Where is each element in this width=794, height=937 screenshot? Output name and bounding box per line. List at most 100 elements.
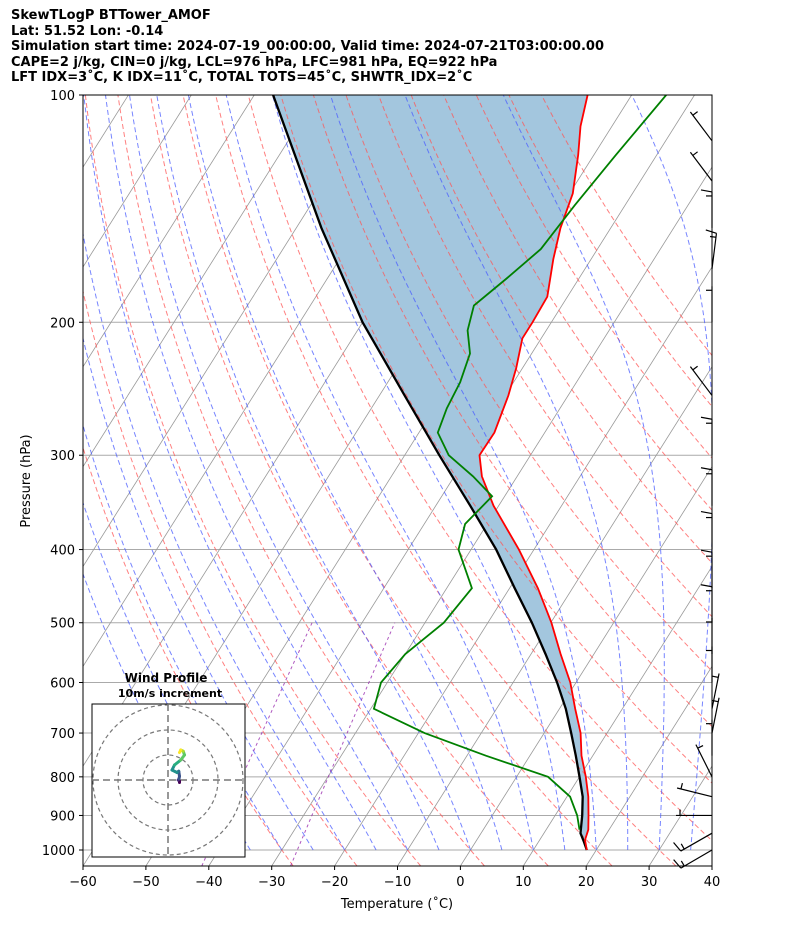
wind-barb-flag [700, 584, 713, 588]
wind-barb-flag [700, 416, 713, 420]
dry-adiabat [247, 95, 712, 842]
y-tick-label: 400 [50, 544, 75, 559]
wind-barb-flag [673, 842, 682, 852]
dry-adiabat [443, 95, 712, 511]
x-tick-label: 0 [456, 875, 464, 890]
y-axis-label: Pressure (hPa) [19, 434, 34, 527]
hodograph-subtitle: 10m/s increment [118, 687, 222, 700]
isotherm-line [585, 665, 712, 866]
x-tick-label: 40 [704, 875, 721, 890]
temperature-profile-line [478, 95, 590, 851]
moist-adiabat [631, 95, 712, 851]
isotherm-line [83, 95, 192, 268]
isotherm-line [334, 266, 712, 866]
x-tick-label: 20 [578, 875, 595, 890]
moist-adiabat [225, 95, 534, 851]
hodograph-inset: Wind Profile 10m/s increment [91, 671, 246, 858]
wind-barb-flag [692, 365, 698, 371]
dry-adiabat [541, 95, 712, 357]
y-tick-label: 700 [50, 727, 75, 742]
dry-adiabat [508, 95, 712, 408]
wind-barb-flag [680, 843, 685, 850]
wind-barb [689, 151, 713, 182]
wind-barb [680, 832, 713, 852]
isotherm-line [711, 865, 712, 866]
wind-barb [711, 673, 720, 709]
moist-adiabat [83, 231, 346, 851]
parcel-profile-line [272, 95, 588, 851]
hodograph-title: Wind Profile [125, 671, 208, 685]
wind-barb-flag [709, 235, 717, 238]
isotherm-line [460, 465, 712, 866]
wind-barb-flag [673, 859, 682, 869]
dry-adiabat [410, 95, 712, 564]
wind-barb-flag [680, 782, 683, 790]
isotherm-line [522, 565, 712, 866]
moist-adiabat [105, 95, 409, 851]
x-tick-label: −40 [195, 875, 222, 890]
dry-adiabat [345, 95, 712, 672]
moist-adiabat [129, 95, 440, 851]
x-tick-label: −20 [321, 875, 348, 890]
moist-adiabat [187, 95, 503, 851]
wind-barb-flag [700, 467, 713, 471]
cape-fill-layer [273, 95, 589, 850]
moist-adiabat [272, 95, 566, 851]
mixing-ratio-line [290, 622, 396, 866]
wind-barb-flag [700, 549, 713, 553]
y-tick-label: 900 [50, 809, 75, 824]
wind-barb-flag [692, 111, 698, 116]
isotherm-line [208, 95, 695, 866]
indices-line-1: CAPE=2 j/kg, CIN=0 j/kg, LCL=976 hPa, LF… [11, 54, 498, 70]
y-tick-label: 300 [50, 449, 75, 464]
wind-barb-flag [692, 151, 698, 156]
chart-title: SkewTLogP BTTower_AMOF [11, 8, 211, 23]
y-tick-label: 100 [50, 89, 75, 104]
x-tick-label: 10 [515, 875, 532, 890]
wind-barb-flag [697, 744, 704, 749]
hodograph-plot [92, 704, 245, 857]
x-tick-label: −10 [384, 875, 411, 890]
x-axis-label: Temperature (˚C) [340, 896, 453, 912]
indices-line-2: LFT IDX=3˚C, K IDX=11˚C, TOTAL TOTS=45˚C… [11, 70, 473, 86]
moist-adiabat [329, 95, 597, 851]
moist-adiabat [83, 95, 377, 851]
isotherm-line [271, 166, 712, 866]
moist-adiabat [156, 95, 471, 851]
wind-barb [695, 744, 713, 778]
wind-barb-flag [705, 229, 717, 234]
y-tick-label: 1000 [42, 844, 75, 859]
dry-adiabat [215, 95, 677, 866]
moist-adiabat [502, 95, 665, 851]
y-tick-label: 800 [50, 771, 75, 786]
dry-adiabat [312, 95, 712, 728]
y-tick-label: 200 [50, 316, 75, 331]
time-line: Simulation start time: 2024-07-19_00:00:… [11, 39, 604, 55]
isotherm-line [83, 95, 255, 368]
x-tick-label: −60 [69, 875, 96, 890]
dry-adiabat [84, 95, 422, 866]
wind-barb-flag [700, 189, 713, 193]
dry-adiabat [83, 289, 358, 866]
cape-cin-shading [273, 95, 589, 850]
header: SkewTLogP BTTower_AMOF Lat: 51.52 Lon: -… [11, 8, 791, 86]
y-axis: 1000 900 800 700 600 500 400 300 200 100 [42, 89, 83, 859]
wind-barb [676, 787, 713, 798]
isotherm-line [0, 95, 3, 866]
y-tick-label: 600 [50, 677, 75, 692]
x-tick-label: −50 [132, 875, 159, 890]
dewpoint-profile-line [372, 95, 667, 830]
wind-barb [689, 366, 713, 396]
dry-adiabat [182, 95, 613, 866]
dry-adiabat [475, 95, 712, 459]
wind-barb [711, 697, 720, 734]
wind-barb [680, 849, 713, 869]
dry-adiabat [280, 95, 712, 784]
wind-barb-flag [680, 860, 685, 867]
isotherm-line [83, 95, 381, 568]
dry-adiabat [378, 95, 712, 618]
x-tick-label: −30 [258, 875, 285, 890]
hodograph-trace [178, 748, 183, 754]
wind-barb-flag [700, 510, 713, 515]
